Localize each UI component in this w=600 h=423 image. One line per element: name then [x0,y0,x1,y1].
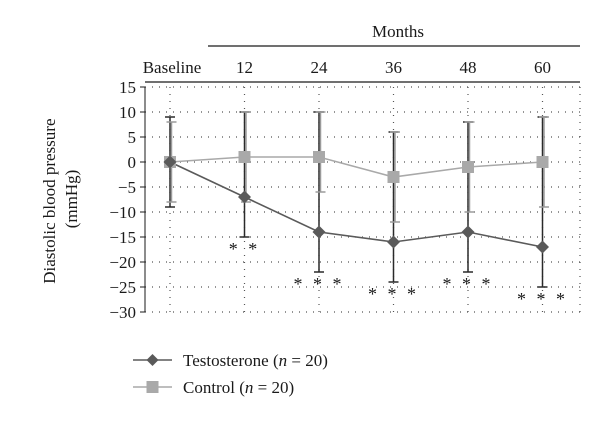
significance-label: * * * [517,289,568,309]
category-labels: Baseline 12 24 36 48 60 [143,58,551,77]
y-tick-labels: 15 10 5 0 −5 −10 −15 −20 −25 −30 [109,78,145,322]
y-tick-label: −25 [109,278,136,297]
legend: Testosterone (n = 20) Control (n = 20) [133,351,328,397]
y-tick-label: −10 [109,203,136,222]
data-point-testosterone [312,225,326,239]
legend-n-value: 20 [271,378,288,397]
significance-labels: * * * * * * * * * * * * * * [229,239,568,309]
legend-label-control: Control (n = 20) [183,378,294,397]
y-axis-label-line-2: (mmHg) [62,170,81,229]
y-axis-label: Diastolic blood pressure (mmHg) [40,114,81,284]
significance-label: * * * [443,274,494,294]
data-point-testosterone [163,155,177,169]
series-line-testosterone [169,161,543,248]
data-point-testosterone [461,225,475,239]
series-lines [169,156,543,248]
error-bars [165,111,549,288]
significance-label: * * [229,239,261,259]
data-point-testosterone [536,240,549,254]
data-point-control [313,151,325,163]
significance-label: * * * [368,284,419,304]
category-label: 60 [534,58,551,77]
y-tick-label: 10 [119,103,136,122]
category-label: Baseline [143,58,202,77]
data-point-control [462,161,474,173]
y-tick-label: −5 [118,178,136,197]
significance-label: * * * [294,274,345,294]
y-tick-label: −20 [109,253,136,272]
legend-item-control: Control (n = 20) [133,378,294,397]
data-point-control [536,156,549,168]
legend-n-value: 20 [305,351,322,370]
y-tick-label: −30 [109,303,136,322]
y-tick-label: 0 [128,153,137,172]
category-label: 24 [311,58,329,77]
legend-marker-square [146,381,159,393]
data-point-control [387,171,400,183]
legend-label-testosterone: Testosterone (n = 20) [183,351,328,370]
series-markers [163,151,549,254]
category-label: 12 [236,58,253,77]
legend-series-name: Testosterone [183,351,269,370]
data-point-control [238,151,251,163]
data-point-testosterone [387,235,400,249]
legend-series-name: Control [183,378,235,397]
y-tick-label: 15 [119,78,136,97]
months-header-label: Months [372,22,424,41]
category-label: 48 [460,58,477,77]
category-label: 36 [385,58,402,77]
y-axis-label-line-1: Diastolic blood pressure [40,119,59,284]
grid [145,86,581,313]
data-point-testosterone [238,190,251,204]
y-tick-label: −15 [109,228,136,247]
series-line-control [169,156,543,178]
legend-marker-diamond [146,354,159,366]
y-tick-label: 5 [128,128,137,147]
legend-item-testosterone: Testosterone (n = 20) [133,351,328,370]
